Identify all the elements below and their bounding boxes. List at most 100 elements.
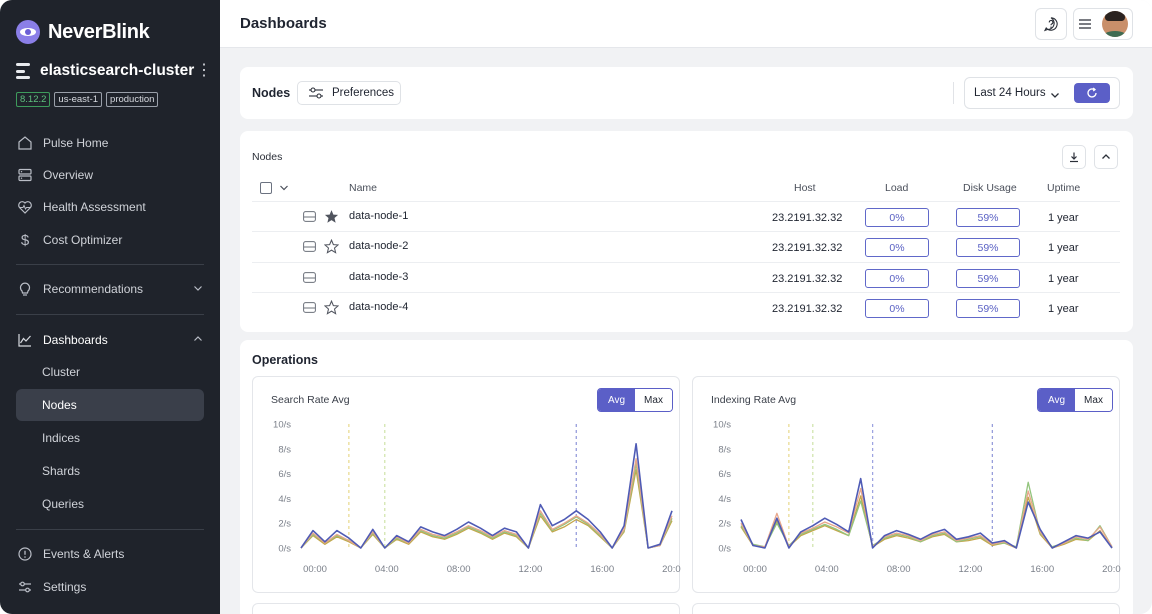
y-tick-label: 10/s: [713, 420, 731, 431]
disk-usage-badge: 59%: [956, 238, 1020, 257]
disk-usage-badge: 59%: [956, 269, 1020, 288]
section-title: Operations: [252, 353, 318, 367]
heart-pulse-icon: [16, 198, 34, 216]
column-header-name[interactable]: Name: [349, 182, 378, 194]
node-name[interactable]: data-node-2: [349, 240, 409, 252]
sliders-icon: [16, 578, 34, 596]
avg-toggle-button[interactable]: Avg: [598, 389, 635, 411]
y-tick-label: 8/s: [718, 444, 731, 455]
cluster-selector[interactable]: elasticsearch-cluster ⋮: [16, 62, 212, 80]
sidebar-item-overview[interactable]: Overview: [16, 159, 204, 191]
sidebar-item-recommendations[interactable]: Recommendations: [16, 273, 204, 305]
sidebar-item-label: Health Assessment: [43, 200, 146, 214]
sidebar-item-health-assessment[interactable]: Health Assessment: [16, 191, 204, 223]
table-row[interactable]: data-node-2 23.2191.32.32 0% 59% 1 year: [252, 231, 1120, 261]
sidebar-subitem-queries[interactable]: Queries: [42, 497, 85, 511]
elasticsearch-icon: [16, 63, 30, 79]
help-icon: [1043, 17, 1058, 32]
node-name[interactable]: data-node-3: [349, 271, 409, 283]
avg-toggle-button[interactable]: Avg: [1038, 389, 1075, 411]
select-all-checkbox[interactable]: [260, 182, 272, 194]
x-tick-label: 16:00: [590, 564, 614, 575]
star-outline-icon[interactable]: [324, 239, 339, 254]
toolbar-divider: [953, 82, 954, 104]
refresh-button[interactable]: [1074, 83, 1110, 103]
collapse-button[interactable]: [1094, 145, 1118, 169]
y-tick-label: 10/s: [273, 420, 291, 431]
node-host: 23.2191.32.32: [772, 242, 843, 254]
column-header-load[interactable]: Load: [885, 182, 909, 194]
table-row[interactable]: data-node-3 23.2191.32.32 0% 59% 1 year: [252, 262, 1120, 292]
max-toggle-button[interactable]: Max: [635, 389, 672, 411]
sidebar-item-pulse-home[interactable]: Pulse Home: [16, 127, 204, 159]
series-line-3[interactable]: [300, 463, 673, 549]
drive-icon: [303, 211, 316, 222]
x-tick-label: 08:00: [887, 564, 911, 575]
sidebar-item-label: Cost Optimizer: [43, 233, 123, 247]
time-range-select[interactable]: Last 24 Hours: [964, 77, 1120, 109]
lightbulb-icon: [16, 280, 34, 298]
table-row[interactable]: data-node-4 23.2191.32.32 0% 59% 1 year: [252, 292, 1120, 322]
series-line-1[interactable]: [300, 443, 673, 549]
node-uptime: 1 year: [1048, 242, 1079, 254]
series-line-4[interactable]: [300, 469, 673, 549]
node-name[interactable]: data-node-1: [349, 210, 409, 222]
sidebar-item-events-alerts[interactable]: Events & Alerts: [16, 538, 204, 570]
sidebar-subitem-shards[interactable]: Shards: [42, 464, 81, 478]
sidebar-subitem-cluster[interactable]: Cluster: [42, 365, 81, 379]
node-name[interactable]: data-node-4: [349, 301, 409, 313]
x-tick-label: 20:00: [1102, 564, 1121, 575]
star-outline-icon[interactable]: [324, 300, 339, 315]
download-icon: [1070, 152, 1078, 163]
load-badge: 0%: [865, 269, 929, 288]
load-badge: 0%: [865, 299, 929, 318]
nodes-toolbar: Nodes Preferences Last 24 Hours: [240, 67, 1133, 119]
y-tick-label: 0/s: [718, 544, 731, 555]
column-header-host[interactable]: Host: [794, 182, 816, 194]
disk-usage-badge: 59%: [956, 299, 1020, 318]
drive-icon: [303, 272, 316, 283]
chevron-down-icon[interactable]: [279, 183, 289, 193]
x-tick-label: 12:00: [519, 564, 543, 575]
star-filled-icon[interactable]: [324, 209, 339, 224]
table-title: Nodes: [252, 151, 283, 163]
more-options-icon[interactable]: ⋮: [196, 62, 212, 79]
brand-logo[interactable]: NeverBlink: [16, 20, 150, 44]
sidebar-subitem-indices[interactable]: Indices: [42, 431, 81, 445]
y-tick-label: 0/s: [278, 544, 291, 555]
x-tick-label: 20:00: [662, 564, 681, 575]
sidebar-item-label: Settings: [43, 580, 87, 594]
top-header: Dashboards: [220, 0, 1152, 48]
column-header-uptime[interactable]: Uptime: [1047, 182, 1081, 194]
avatar: [1102, 11, 1128, 37]
time-range-value: Last 24 Hours: [974, 87, 1046, 99]
series-line-4[interactable]: [740, 495, 1113, 549]
avg-max-toggle: Avg Max: [1037, 388, 1113, 412]
chevron-down-icon: [1049, 89, 1061, 104]
environment-tag: production: [106, 92, 159, 107]
help-button[interactable]: [1035, 8, 1067, 40]
max-toggle-button[interactable]: Max: [1075, 389, 1112, 411]
chevron-up-icon: [1102, 154, 1110, 159]
sidebar-item-cost-optimizer[interactable]: $ Cost Optimizer: [16, 224, 204, 256]
x-tick-label: 04:00: [375, 564, 399, 575]
home-icon: [16, 134, 34, 152]
dollar-icon: $: [20, 231, 30, 249]
refresh-icon: [1087, 87, 1097, 98]
drive-icon: [303, 241, 316, 252]
column-header-disk-usage[interactable]: Disk Usage: [963, 182, 1017, 194]
sidebar-subitem-nodes[interactable]: Nodes: [16, 389, 204, 421]
download-button[interactable]: [1062, 145, 1086, 169]
sidebar-item-settings[interactable]: Settings: [16, 571, 204, 603]
cluster-tags: 8.12.2 us-east-1 production: [16, 92, 159, 107]
preferences-button[interactable]: Preferences: [297, 81, 401, 105]
sidebar-item-dashboards[interactable]: Dashboards: [16, 324, 204, 356]
series-line-1[interactable]: [740, 477, 1113, 549]
cluster-name: elasticsearch-cluster: [40, 62, 195, 79]
sidebar-item-label: Recommendations: [43, 282, 144, 296]
alert-circle-icon: [16, 545, 34, 563]
indexing-rate-chart: 0/s 2/s 4/s 6/s 8/s 10/s 00:00 04:00 08:00 12:00 1…: [692, 376, 1121, 593]
table-row[interactable]: data-node-1 23.2191.32.32 0% 59% 1 year: [252, 201, 1120, 231]
y-tick-label: 2/s: [718, 519, 731, 530]
user-menu-button[interactable]: [1073, 8, 1133, 40]
